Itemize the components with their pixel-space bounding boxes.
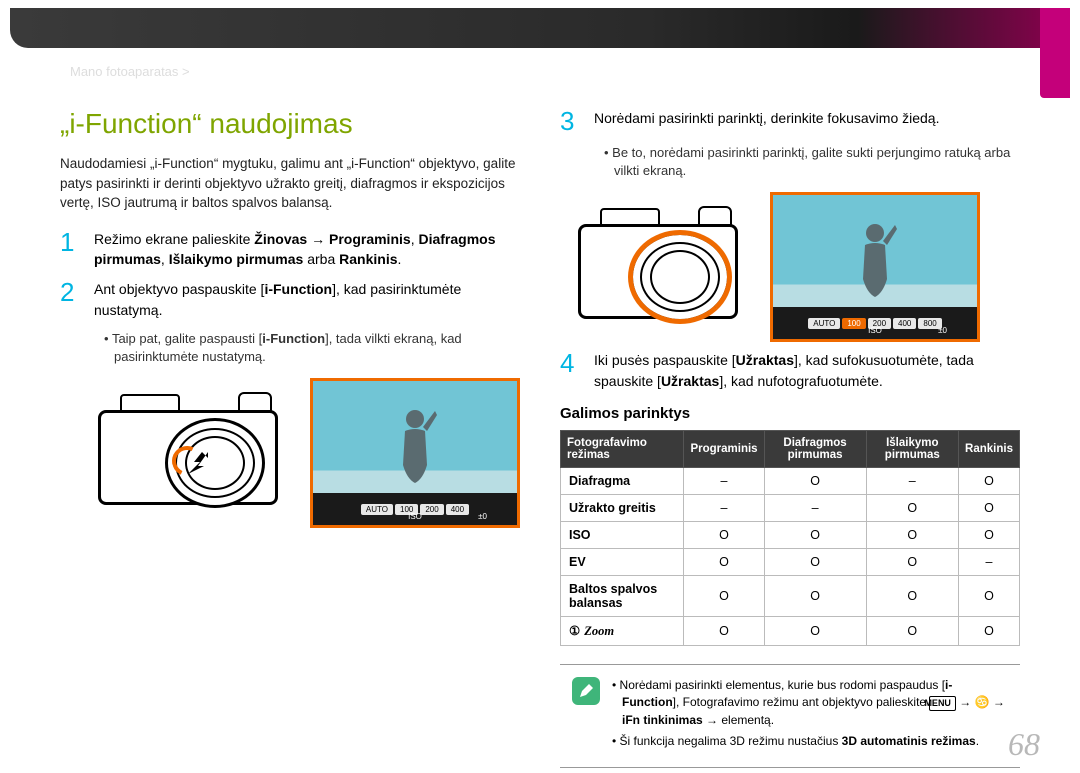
illustration-row-2: AUTO 100 200 400 800 ISO ±0	[570, 192, 1020, 342]
left-column: „i-Function“ naudojimas Naudodamiesi „i-…	[60, 108, 520, 753]
table-cell: O	[959, 616, 1020, 645]
user-settings-icon: ♋	[975, 695, 990, 709]
table-cell: O	[866, 494, 959, 521]
table-cell: O	[764, 575, 866, 616]
table-rowhead: Užrakto greitis	[561, 494, 684, 521]
header-bar	[10, 8, 1070, 48]
step-1: 1 Režimo ekrane palieskite Žinovas → Pro…	[60, 229, 520, 270]
menu-chip: MENU	[929, 696, 956, 711]
table-row: Baltos spalvos balansasOOOO	[561, 575, 1020, 616]
camera-screen-1: AUTO 100 200 400 ISO ±0	[310, 378, 520, 528]
step-3-sub: Be to, norėdami pasirinkti parinktį, gal…	[604, 144, 1020, 180]
step-4-text: Iki pusės paspauskite [Užraktas], kad su…	[594, 350, 1020, 391]
table-rowhead: Baltos spalvos balansas	[561, 575, 684, 616]
table-cell: O	[684, 575, 764, 616]
table-header-row: Fotografavimo režimas Programinis Diafra…	[561, 430, 1020, 467]
table-cell: O	[764, 548, 866, 575]
person-silhouette-icon	[387, 407, 443, 485]
table-cell: O	[959, 575, 1020, 616]
zoom-row-label: Zoom	[569, 624, 614, 638]
table-cell: O	[959, 521, 1020, 548]
step-1-text: Režimo ekrane palieskite Žinovas → Progr…	[94, 229, 520, 270]
table-cell: O	[866, 548, 959, 575]
table-row: EVOOO–	[561, 548, 1020, 575]
table-cell: O	[959, 467, 1020, 494]
person-silhouette-icon	[847, 221, 903, 299]
table-cell: O	[684, 548, 764, 575]
section-title: „i-Function“ naudojimas	[60, 108, 520, 140]
step-2-sub: Taip pat, galite paspausti [i-Function],…	[104, 330, 520, 366]
table-rowhead: ISO	[561, 521, 684, 548]
table-cell: O	[764, 521, 866, 548]
camera-screen-2: AUTO 100 200 400 800 ISO ±0	[770, 192, 980, 342]
breadcrumb-parent: Mano fotoaparatas >	[70, 64, 190, 79]
step-4: 4 Iki pusės paspauskite [Užraktas], kad …	[560, 350, 1020, 391]
page-number: 68	[1008, 726, 1040, 763]
table-cell: –	[959, 548, 1020, 575]
iso-status-bar: AUTO 100 200 400 ISO ±0	[313, 493, 517, 525]
note-box: Norėdami pasirinkti elementus, kurie bus…	[560, 664, 1020, 768]
step-3-text: Norėdami pasirinkti parinktį, derinkite …	[594, 108, 939, 134]
step-number: 3	[560, 108, 580, 134]
table-cell: O	[684, 521, 764, 548]
table-cell: O	[764, 467, 866, 494]
step-3: 3 Norėdami pasirinkti parinktį, derinkit…	[560, 108, 1020, 134]
illustration-row-1: AUTO 100 200 400 ISO ±0	[90, 378, 520, 528]
options-table: Fotografavimo režimas Programinis Diafra…	[560, 430, 1020, 646]
table-cell: –	[764, 494, 866, 521]
step-2: 2 Ant objektyvo paspauskite [i-Function]…	[60, 279, 520, 320]
note-item: Norėdami pasirinkti elementus, kurie bus…	[612, 677, 1008, 729]
note-item: Ši funkcija negalima 3D režimu nustačius…	[612, 733, 1008, 750]
breadcrumb-current: Fotografavimo režimai	[196, 56, 420, 82]
intro-text: Naudodamiesi „i-Function“ mygtuku, galim…	[60, 154, 520, 213]
step-2-text: Ant objektyvo paspauskite [i-Function], …	[94, 279, 520, 320]
table-cell: –	[866, 467, 959, 494]
table-cell: O	[866, 616, 959, 645]
step-number: 4	[560, 350, 580, 391]
table-row: Užrakto greitis––OO	[561, 494, 1020, 521]
magenta-tab	[1040, 8, 1070, 98]
step-number: 2	[60, 279, 80, 320]
table-cell: O	[866, 521, 959, 548]
iso-status-bar: AUTO 100 200 400 800 ISO ±0	[773, 307, 977, 339]
camera-illustration	[90, 388, 290, 518]
press-arrow-icon	[180, 448, 214, 482]
step-number: 1	[60, 229, 80, 270]
note-list: Norėdami pasirinkti elementus, kurie bus…	[612, 677, 1008, 755]
table-cell: –	[684, 467, 764, 494]
table-rowhead: Zoom	[561, 616, 684, 645]
table-row: ISOOOOO	[561, 521, 1020, 548]
table-rowhead: Diafragma	[561, 467, 684, 494]
camera-illustration	[570, 202, 750, 332]
table-row: ZoomOOOO	[561, 616, 1020, 645]
table-cell: O	[684, 616, 764, 645]
breadcrumb: Mano fotoaparatas > Fotografavimo režima…	[70, 56, 420, 82]
table-row: Diafragma–O–O	[561, 467, 1020, 494]
table-cell: –	[684, 494, 764, 521]
table-cell: O	[764, 616, 866, 645]
page-content: „i-Function“ naudojimas Naudodamiesi „i-…	[60, 108, 1020, 753]
table-cell: O	[866, 575, 959, 616]
right-column: 3 Norėdami pasirinkti parinktį, derinkit…	[560, 108, 1020, 753]
pen-note-icon	[572, 677, 600, 705]
options-heading: Galimos parinktys	[560, 405, 1020, 422]
table-rowhead: EV	[561, 548, 684, 575]
table-cell: O	[959, 494, 1020, 521]
